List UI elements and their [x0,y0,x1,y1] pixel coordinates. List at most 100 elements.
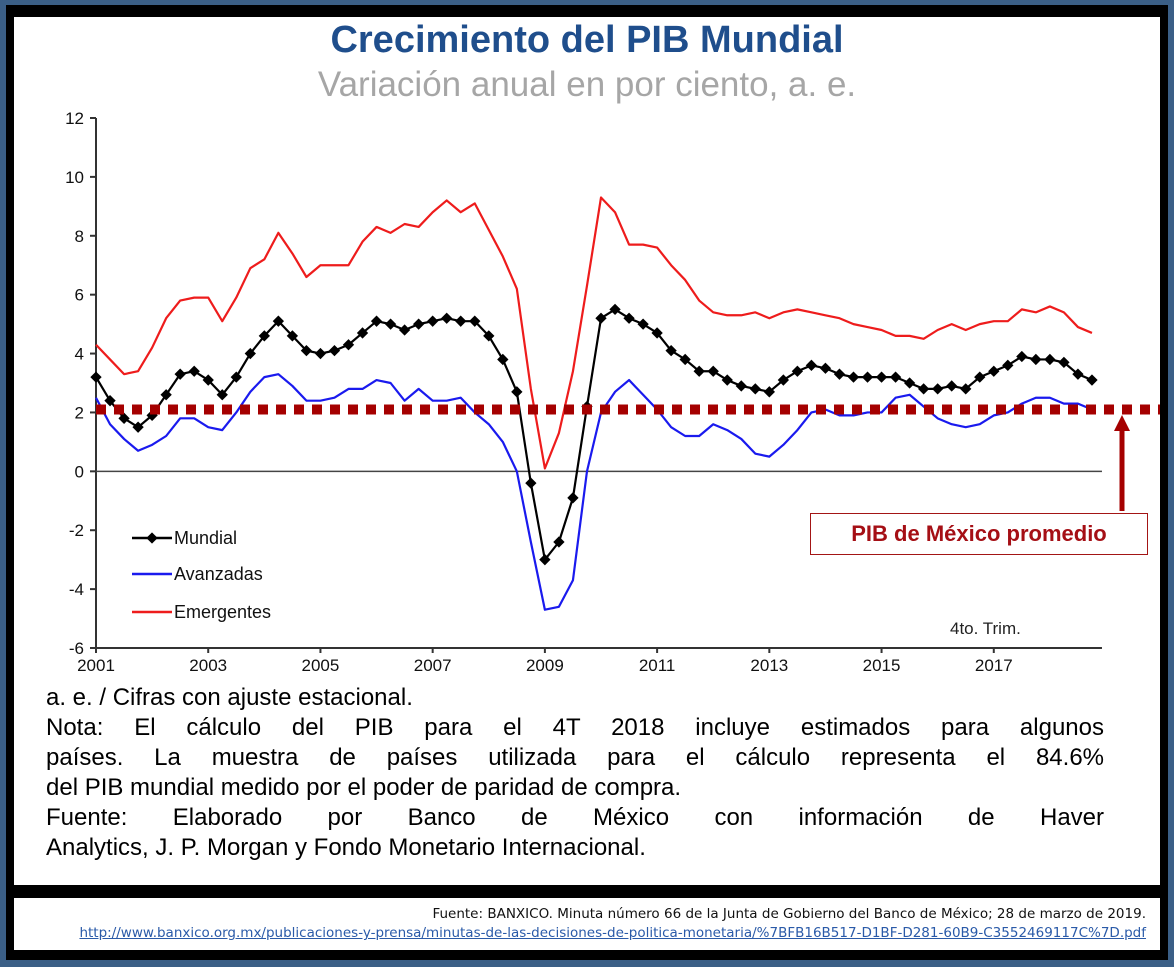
data-point-mundial [819,362,832,374]
mexico-average-callout: PIB de México promedio [810,513,1148,555]
data-point-mundial [833,368,846,380]
data-point-mundial [679,353,691,366]
data-point-mundial [946,380,958,392]
data-point-mundial [1002,359,1014,371]
legend-label-avanzadas: Avanzadas [174,564,263,584]
source-citation: Fuente: BANXICO. Minuta número 66 de la … [432,906,1146,922]
y-tick-label: -4 [69,580,84,599]
chart-panel: Crecimiento del PIB Mundial Variación an… [14,17,1160,885]
data-point-mundial [258,330,270,342]
data-point-mundial [370,315,383,327]
y-tick-label: -6 [69,639,84,658]
data-point-mundial [777,374,790,386]
data-point-mundial [90,371,102,383]
x-tick-label: 2009 [526,656,564,675]
data-point-mundial [974,371,986,383]
data-point-mundial [875,371,888,383]
data-point-mundial [132,421,144,433]
x-tick-label: 2003 [189,656,227,675]
data-point-mundial [623,312,635,324]
data-point-mundial [749,383,761,395]
data-point-mundial [230,371,242,383]
data-point-mundial [441,312,453,324]
data-point-mundial [455,315,467,327]
data-point-mundial [567,492,579,504]
data-point-mundial [889,371,902,383]
data-point-mundial [314,347,327,360]
data-point-mundial [412,318,425,330]
data-point-mundial [160,389,172,401]
data-point-mundial [651,327,663,339]
data-point-mundial [497,353,509,366]
data-point-mundial [707,365,719,377]
chart-title: Crecimiento del PIB Mundial [330,19,844,61]
data-point-mundial [188,365,200,377]
data-point-mundial [483,330,495,342]
y-tick-label: 6 [75,286,84,305]
data-point-mundial [609,303,621,316]
data-point-mundial [398,324,411,336]
data-point-mundial [721,374,733,386]
data-point-mundial [328,344,341,357]
chart-subtitle: Variación anual en por ciento, a. e. [317,65,857,104]
data-point-mundial [665,344,677,357]
data-point-mundial [427,315,439,327]
series-line-emergentes [95,196,1093,470]
note-line: Fuente: Elaborado por Banco de México co… [46,804,1104,831]
source-footer: Fuente: BANXICO. Minuta número 66 de la … [14,898,1160,950]
legend-label-emergentes: Emergentes [174,602,271,622]
data-point-mundial [1086,374,1098,386]
data-point-mundial [202,374,214,386]
data-point-mundial [272,315,285,327]
x-tick-label: 2017 [975,656,1013,675]
data-point-mundial [469,315,481,327]
data-point-mundial [988,365,1000,377]
data-point-mundial [903,377,916,389]
note-line: del PIB mundial medido por el poder de p… [46,774,682,801]
y-tick-label: 10 [65,168,84,187]
y-tick-label: -2 [69,521,84,540]
data-point-mundial [637,318,649,330]
y-tick-label: 4 [75,345,84,364]
data-point-mundial [539,554,551,566]
legend-marker-mundial [146,532,158,544]
data-point-mundial [174,368,186,380]
y-tick-label: 12 [65,109,84,128]
y-tick-label: 2 [75,403,84,422]
data-point-mundial [525,477,537,489]
source-link[interactable]: http://www.banxico.org.mx/publicaciones-… [79,925,1146,941]
data-point-mundial [1016,350,1028,363]
data-point-mundial [216,389,228,401]
y-tick-label: 0 [75,462,84,481]
note-line: países. La muestra de países utilizada p… [46,744,1104,771]
arrow-head [1114,415,1130,431]
chart-notes: a. e. / Cifras con ajuste estacional. No… [46,683,1104,863]
data-point-mundial [693,365,705,377]
series-layer [90,196,1160,611]
data-point-mundial [847,371,860,383]
data-point-mundial [960,383,972,395]
data-point-mundial [735,380,747,392]
data-point-mundial [511,386,523,398]
quarter-annotation: 4to. Trim. [950,619,1021,638]
x-tick-label: 2011 [639,656,676,675]
data-point-mundial [595,312,607,324]
data-point-mundial [1072,368,1084,380]
data-point-mundial [342,339,355,351]
x-tick-label: 2005 [302,656,340,675]
data-point-mundial [286,330,299,342]
data-point-mundial [553,536,565,548]
data-point-mundial [917,383,930,395]
data-point-mundial [244,347,256,360]
x-tick-label: 2015 [863,656,901,675]
callout-arrow [1114,415,1130,511]
x-tick-label: 2001 [77,656,115,675]
data-point-mundial [861,371,874,383]
data-point-mundial [300,344,313,357]
legend: Mundial Avanzadas Emergentes [132,528,271,622]
note-line: a. e. / Cifras con ajuste estacional. [46,684,413,711]
y-tick-label: 8 [75,227,84,246]
data-point-mundial [763,386,775,398]
